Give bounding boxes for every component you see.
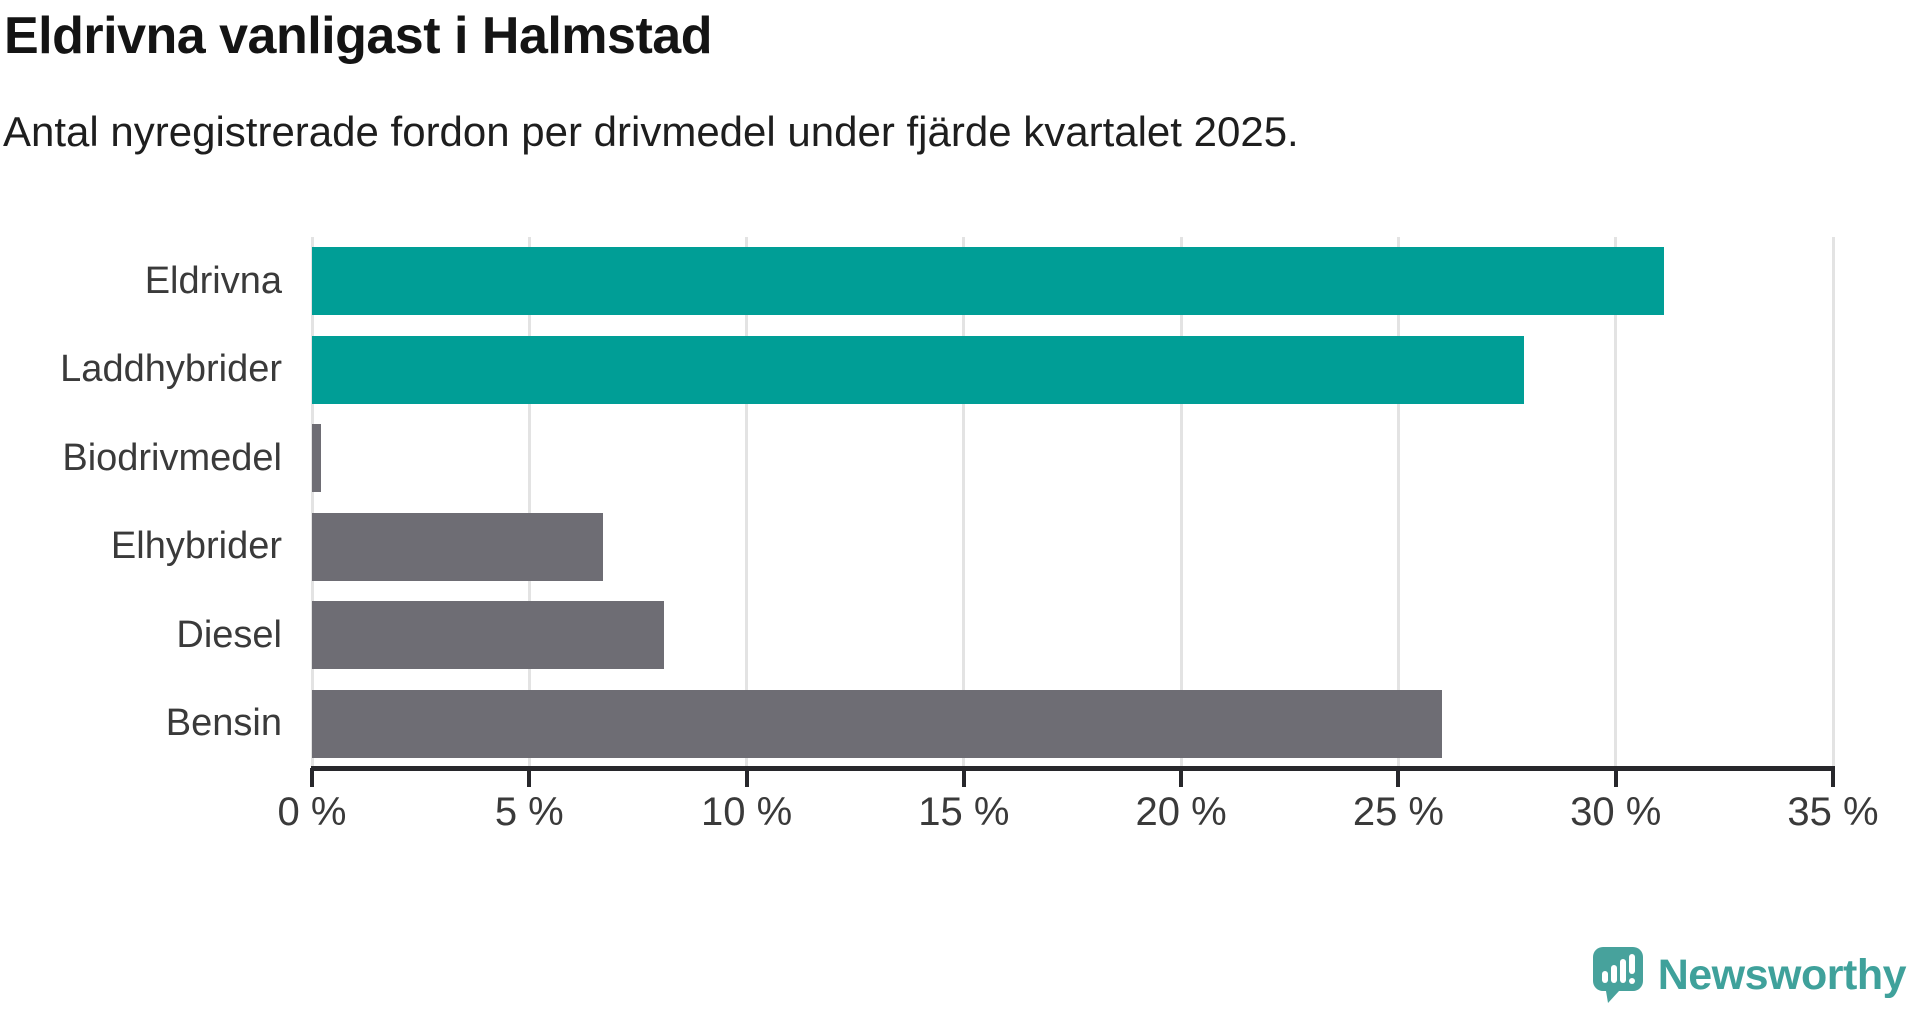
- x-tick-label: 25 %: [1352, 790, 1444, 834]
- bar-chart-speech-bubble-icon: [1592, 947, 1643, 1003]
- grid-line: [1396, 237, 1400, 768]
- x-axis-tick: [961, 768, 966, 787]
- x-tick-label: 10 %: [700, 790, 793, 834]
- category-label: Bensin: [165, 702, 282, 745]
- category-label: Elhybrider: [110, 525, 282, 568]
- grid-line: [962, 237, 966, 768]
- x-tick-label: 5 %: [494, 790, 564, 834]
- grid-line: [1179, 237, 1183, 768]
- x-axis-tick: [310, 768, 314, 787]
- chart-subtitle: Antal nyregistrerade fordon per drivmede…: [3, 108, 1299, 155]
- x-axis-tick: [527, 768, 532, 787]
- x-axis-tick: [1613, 768, 1618, 787]
- bar-elhybrider: [312, 512, 604, 581]
- x-tick-label: 20 %: [1135, 790, 1227, 834]
- grid-line: [745, 237, 749, 768]
- newsworthy-logo: Newsworthy: [1592, 947, 1907, 1003]
- x-axis-tick: [744, 768, 749, 787]
- category-label: Eldrivna: [144, 259, 282, 302]
- plot-area: [310, 237, 1835, 768]
- x-axis-line: [311, 766, 1835, 771]
- grid-line: [527, 237, 531, 768]
- grid-line: [1831, 237, 1835, 768]
- x-axis-tick: [1179, 768, 1184, 787]
- category-label: Laddhybrider: [60, 348, 282, 391]
- newsworthy-wordmark: Newsworthy: [1657, 950, 1907, 999]
- bar-laddhybrider: [312, 335, 1525, 404]
- category-label: Biodrivmedel: [62, 436, 282, 479]
- x-axis-tick: [1831, 768, 1835, 787]
- bar-bensin: [312, 689, 1442, 758]
- bar-biodrivmedel: [312, 424, 321, 493]
- bar-diesel: [312, 601, 664, 670]
- category-label: Diesel: [176, 613, 282, 656]
- bar-eldrivna: [312, 247, 1664, 316]
- category-axis: Eldrivna Laddhybrider Biodrivmedel Elhybrid…: [0, 237, 282, 768]
- x-tick-label: 15 %: [918, 790, 1010, 834]
- x-tick-label: 35 %: [1787, 790, 1879, 834]
- chart-title: Eldrivna vanligast i Halmstad: [4, 7, 712, 65]
- x-axis-tick: [1396, 768, 1401, 787]
- x-tick-label: 30 %: [1570, 790, 1662, 834]
- grid-line: [310, 237, 314, 768]
- x-tick-label: 0 %: [277, 790, 347, 834]
- grid-line: [1614, 237, 1618, 768]
